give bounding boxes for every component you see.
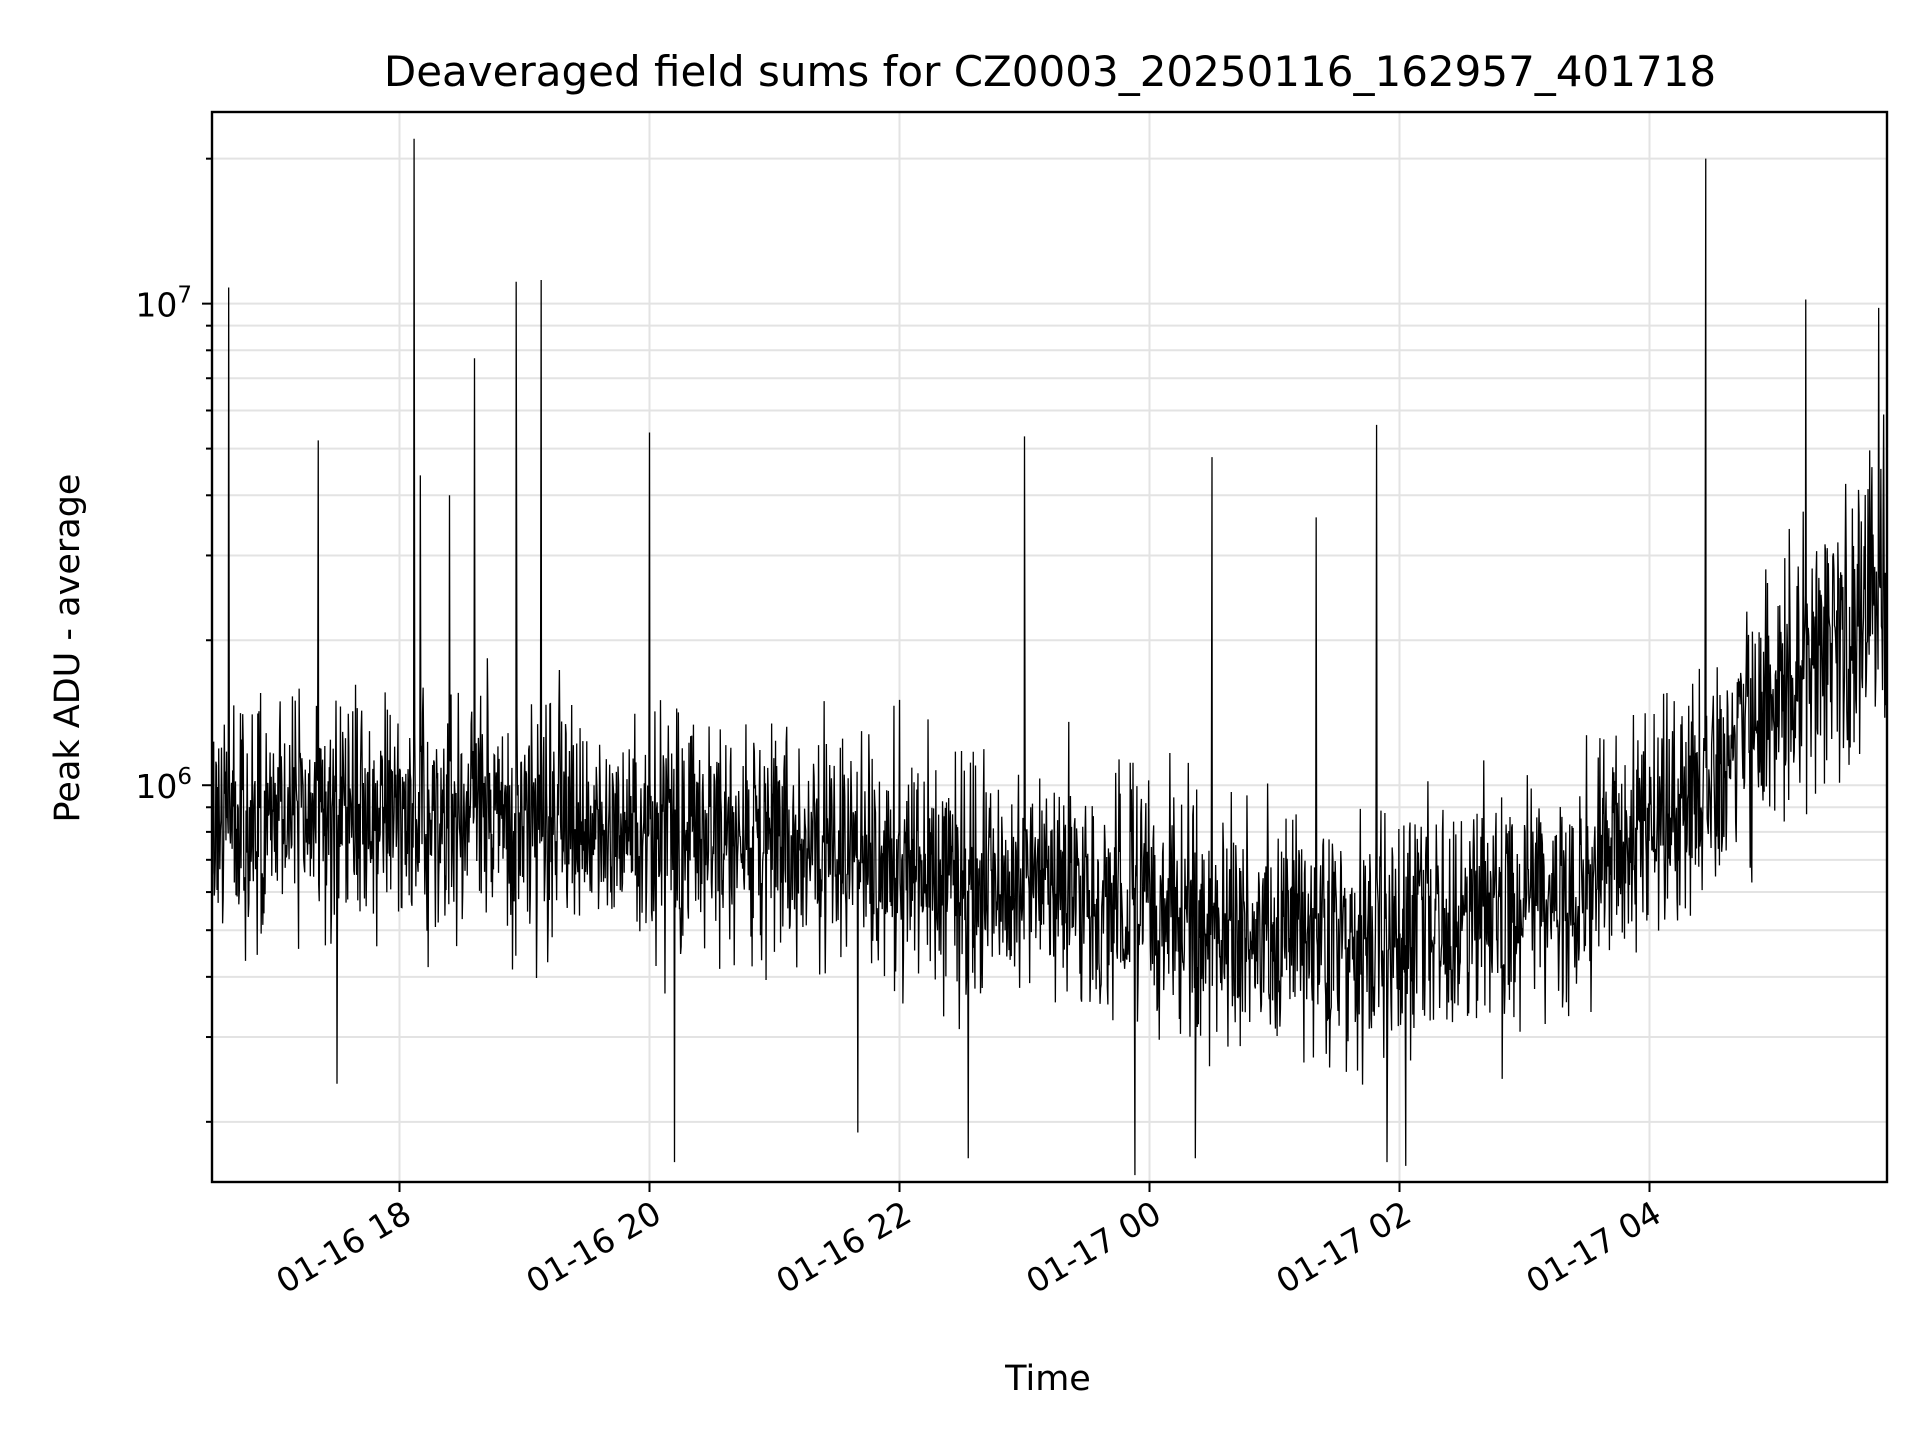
y-axis-label: Peak ADU - average: [48, 474, 88, 823]
y-tick-label: 107: [135, 283, 192, 325]
plot-frame: [210, 110, 1889, 1184]
x-axis-label: Time: [1004, 1359, 1091, 1399]
y-axis-ticks: 106 107: [135, 157, 212, 1123]
chart-title: Deaveraged field sums for CZ0003_2025011…: [384, 47, 1716, 96]
grid: [212, 112, 1887, 1182]
y-tick-label: 106: [135, 764, 192, 806]
series-line: [211, 138, 1888, 1176]
